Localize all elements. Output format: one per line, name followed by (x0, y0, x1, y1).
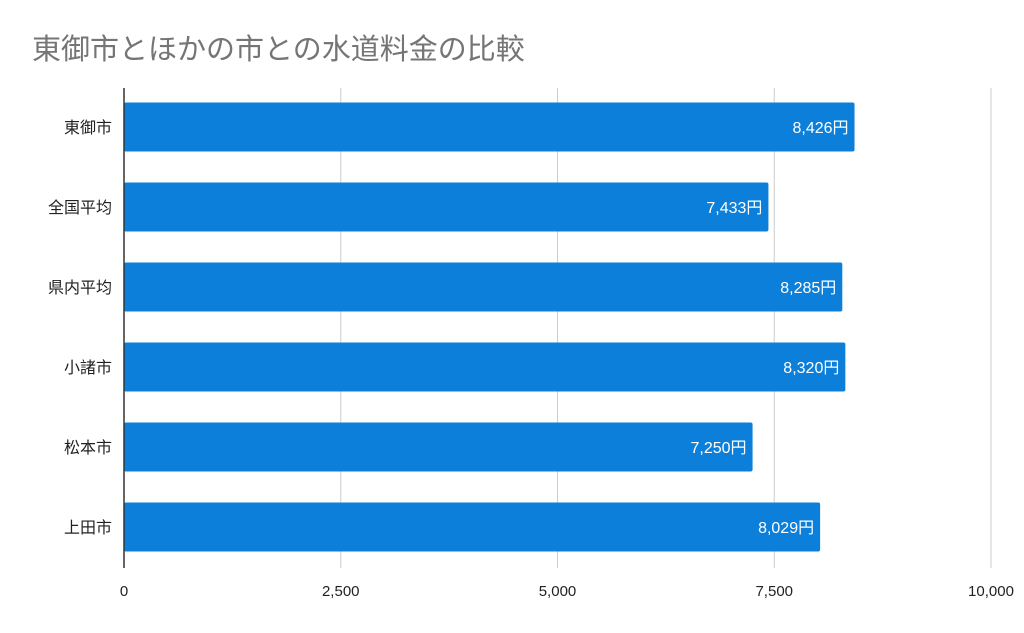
x-tick-label: 2,500 (322, 583, 360, 600)
bar (124, 422, 753, 472)
bar (124, 342, 846, 392)
data-label: 8,426円 (792, 120, 848, 137)
data-label: 8,320円 (783, 360, 839, 377)
category-label: 小諸市 (64, 358, 112, 377)
data-label: 7,250円 (691, 440, 747, 457)
chart-title: 東御市とほかの市との水道料金の比較 (32, 32, 525, 66)
category-label: 東御市 (64, 118, 112, 137)
x-tick-label: 7,500 (755, 583, 793, 600)
category-label: 県内平均 (48, 278, 112, 297)
bar (124, 182, 769, 232)
data-label: 8,285円 (780, 280, 836, 297)
x-tick-label: 5,000 (539, 583, 577, 600)
category-label: 全国平均 (48, 198, 112, 217)
bar (124, 502, 821, 552)
data-label: 7,433円 (706, 200, 762, 217)
data-label: 8,029円 (758, 520, 814, 537)
category-label: 上田市 (64, 518, 112, 537)
category-label: 松本市 (64, 438, 112, 457)
bar (124, 262, 843, 312)
x-tick-label: 0 (120, 583, 128, 600)
bar (124, 102, 855, 152)
x-tick-label: 10,000 (968, 583, 1014, 600)
